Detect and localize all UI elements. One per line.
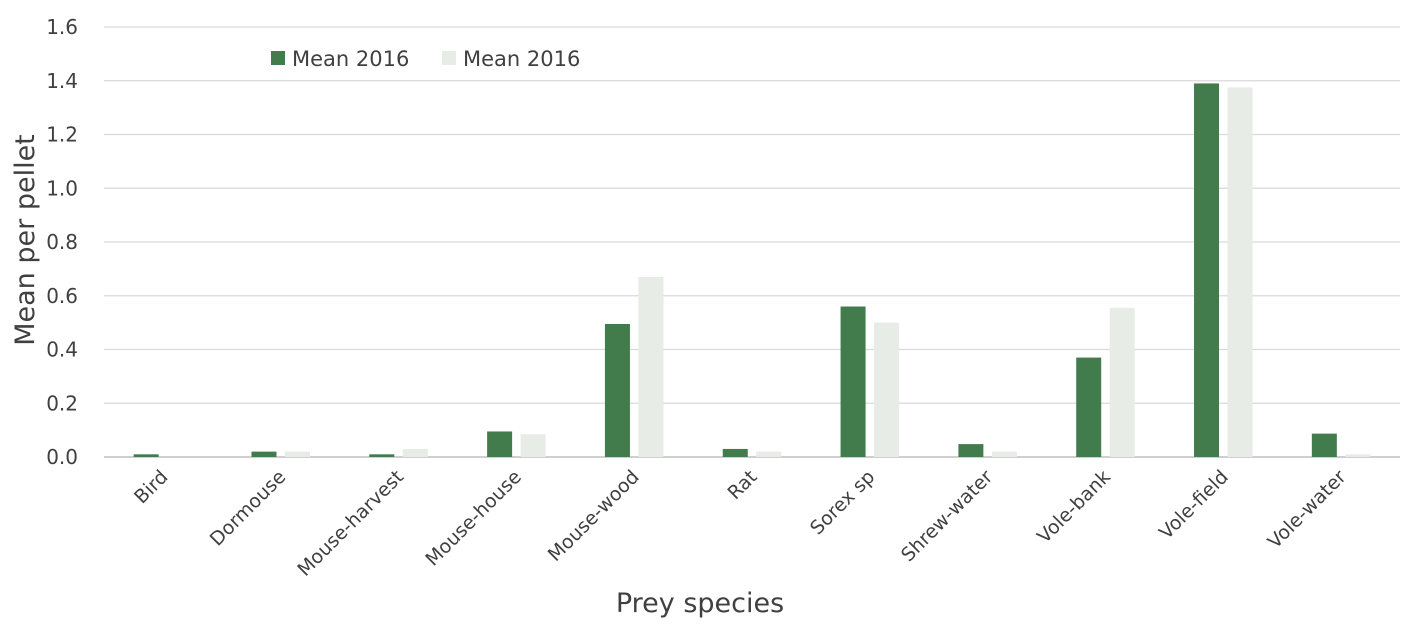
bar-series-1-sorex-sp <box>840 306 866 457</box>
legend-label-series-1: Mean 2016 <box>292 47 409 71</box>
x-tick-label: Mouse-harvest <box>293 466 408 581</box>
bar-series-1-vole-water <box>1311 433 1337 457</box>
y-tick-label: 1.2 <box>46 123 78 147</box>
bar-series-2-sorex-sp <box>874 322 900 457</box>
y-tick-label: 0.2 <box>46 391 78 415</box>
bar-series-1-dormouse <box>251 451 277 457</box>
x-axis-title: Prey species <box>616 588 784 619</box>
bar-series-1-vole-bank <box>1076 357 1102 457</box>
x-tick-label: Vole-water <box>1264 466 1351 553</box>
bar-series-2-dormouse <box>284 451 310 457</box>
x-tick-label: Sorex sp <box>806 466 879 539</box>
legend-swatch-series-2 <box>442 51 456 65</box>
bar-series-1-bird <box>133 454 159 457</box>
legend-swatch-series-1 <box>271 51 285 65</box>
bar-series-1-vole-field <box>1194 83 1220 457</box>
bar-series-2-vole-bank <box>1109 307 1135 457</box>
x-tick-label: Vole-bank <box>1033 466 1115 548</box>
bar-series-1-shrew-water <box>958 444 984 457</box>
x-axis-ticks: Bird Dormouse Mouse-harvest Mouse-house Mous… <box>130 466 1351 581</box>
x-tick-label: Bird <box>130 466 172 508</box>
y-tick-label: 0.6 <box>46 284 78 308</box>
x-tick-label: Vole-field <box>1155 466 1233 544</box>
x-tick-label: Shrew-water <box>897 466 997 566</box>
y-tick-label: 1.4 <box>46 69 78 93</box>
y-axis-title: Mean per pellet <box>10 134 41 346</box>
bar-series-2-mouse-house <box>520 434 546 457</box>
legend: Mean 2016 Mean 2016 <box>271 47 580 71</box>
x-tick-label: Dormouse <box>206 466 290 550</box>
bar-series-1-mouse-harvest <box>369 454 395 457</box>
y-tick-label: 0.0 <box>46 445 78 469</box>
y-tick-label: 1.6 <box>46 15 78 39</box>
bars <box>133 83 1371 457</box>
bar-series-2-vole-water <box>1345 454 1371 457</box>
bar-series-2-vole-field <box>1227 87 1253 457</box>
bar-series-2-mouse-wood <box>638 276 664 457</box>
y-tick-label: 1.0 <box>46 176 78 200</box>
bar-series-1-mouse-house <box>487 431 513 457</box>
bar-series-2-rat <box>756 451 782 457</box>
x-tick-label: Mouse-house <box>421 466 526 571</box>
gridlines <box>104 26 1400 458</box>
x-tick-label: Mouse-wood <box>544 466 644 566</box>
legend-label-series-2: Mean 2016 <box>463 47 580 71</box>
x-tick-label: Rat <box>723 466 761 504</box>
bar-series-2-mouse-harvest <box>402 448 428 457</box>
y-tick-label: 0.8 <box>46 230 78 254</box>
bar-series-2-shrew-water <box>991 451 1017 457</box>
bar-series-1-mouse-wood <box>604 323 630 457</box>
y-tick-label: 0.4 <box>46 338 78 362</box>
bar-series-1-rat <box>722 448 748 457</box>
y-axis-ticks: 0.0 0.2 0.4 0.6 0.8 1.0 1.2 1.4 1.6 <box>46 15 78 469</box>
